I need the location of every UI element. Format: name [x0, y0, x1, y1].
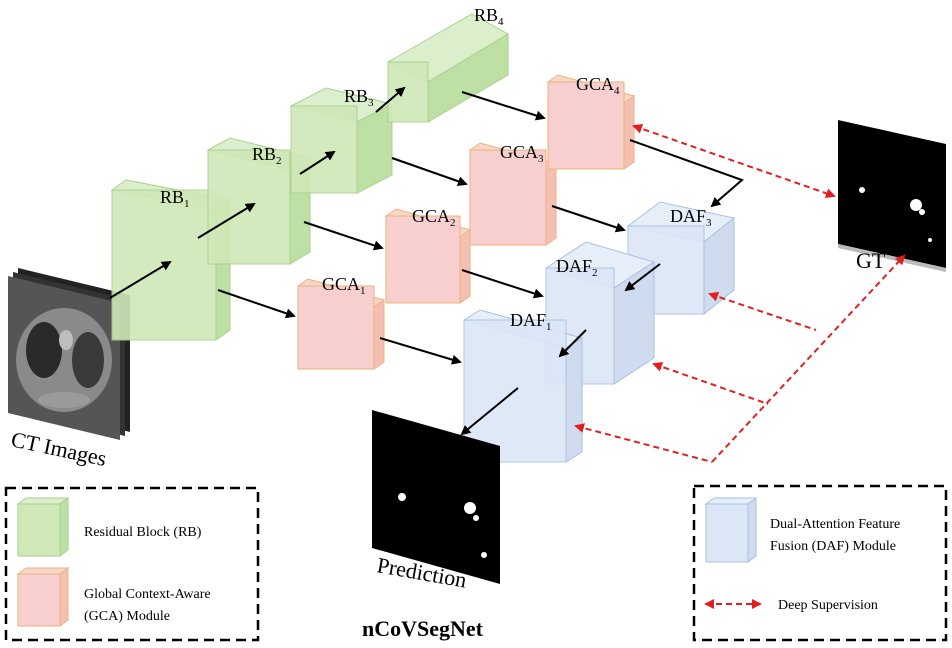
arrow-gca2-to-daf2 [461, 269, 544, 299]
arrow-rb4-to-gca4 [461, 91, 546, 121]
supervision-trunk [711, 254, 906, 463]
legend-right: Dual-Attention Feature Fusion (DAF) Modu… [692, 484, 948, 642]
supervision-gca4-gt [632, 123, 836, 199]
rb3-label: RB3 [344, 86, 374, 109]
rb2-block [206, 137, 312, 265]
rb4-block [386, 13, 509, 123]
legend-gca-swatch [16, 567, 70, 627]
arrow-rb1-to-rb2 [197, 202, 256, 239]
legend-daf-text-line1: Dual-Attention Feature [770, 517, 900, 532]
gt-label: GT [856, 248, 886, 273]
legend-daf-text-line2: Fusion (DAF) Module [770, 539, 896, 554]
arrow-daf1-to-prediction [460, 387, 519, 436]
supervision-daf2 [652, 361, 769, 405]
rb3-block [289, 87, 394, 194]
rb1-block [110, 179, 232, 341]
arrow-rb3-to-gca3 [391, 157, 468, 187]
arrow-gca1-to-daf1 [379, 337, 462, 365]
gca2-label: GCA2 [412, 206, 456, 229]
arrow-rb1-to-gca1 [217, 289, 296, 319]
legend-right-frame [692, 484, 948, 642]
arrow-gca3-to-daf3 [551, 205, 626, 233]
rb2-label: RB2 [252, 144, 282, 167]
arrow-rb3-to-rb4 [375, 86, 406, 113]
rb4-label: RB4 [474, 5, 504, 28]
daf1-block [462, 309, 584, 463]
arrow-rb2-to-gca2 [303, 221, 384, 251]
arrow-daf3-to-daf2 [624, 263, 661, 292]
supervision-daf1 [574, 423, 713, 463]
gca1-label: GCA1 [322, 274, 366, 297]
arrow-rb2-to-rb3 [299, 150, 336, 175]
legend-left: Residual Block (RB) Global Context-Aware… [4, 486, 260, 642]
legend-rb-swatch [16, 497, 70, 557]
legend-rb-text: Residual Block (RB) [84, 525, 202, 540]
deep-supervision-arrows [574, 123, 906, 463]
gca1-block [296, 278, 386, 370]
legend-left-frame [4, 486, 260, 642]
diagram-title: nCoVSegNet [362, 616, 484, 641]
legend-gca-text-line2: (GCA) Module [84, 609, 170, 624]
arrow-daf2-to-daf1 [558, 329, 587, 358]
arrow-gca4-to-daf3 [629, 139, 744, 208]
gca4-label: GCA4 [576, 74, 620, 97]
gca3-block [468, 142, 558, 246]
daf3-block [626, 201, 736, 316]
daf1-label: DAF1 [510, 310, 552, 333]
gca3-label: GCA3 [500, 142, 544, 165]
prediction-mask [372, 410, 500, 584]
legend-deep-supervision-text: Deep Supervision [778, 598, 878, 613]
daf2-label: DAF2 [556, 256, 598, 279]
rb1-label: RB1 [160, 187, 190, 210]
supervision-daf3 [708, 291, 817, 331]
legend-gca-text-line1: Global Context-Aware [84, 587, 211, 602]
gt-mask [838, 120, 946, 272]
daf3-label: DAF3 [670, 206, 712, 229]
legend-daf-swatch [704, 497, 758, 563]
gca2-block [384, 208, 472, 304]
gca4-block [546, 74, 636, 170]
arrow-ct-to-rb1 [109, 260, 172, 299]
ct-image-stack [8, 268, 130, 440]
